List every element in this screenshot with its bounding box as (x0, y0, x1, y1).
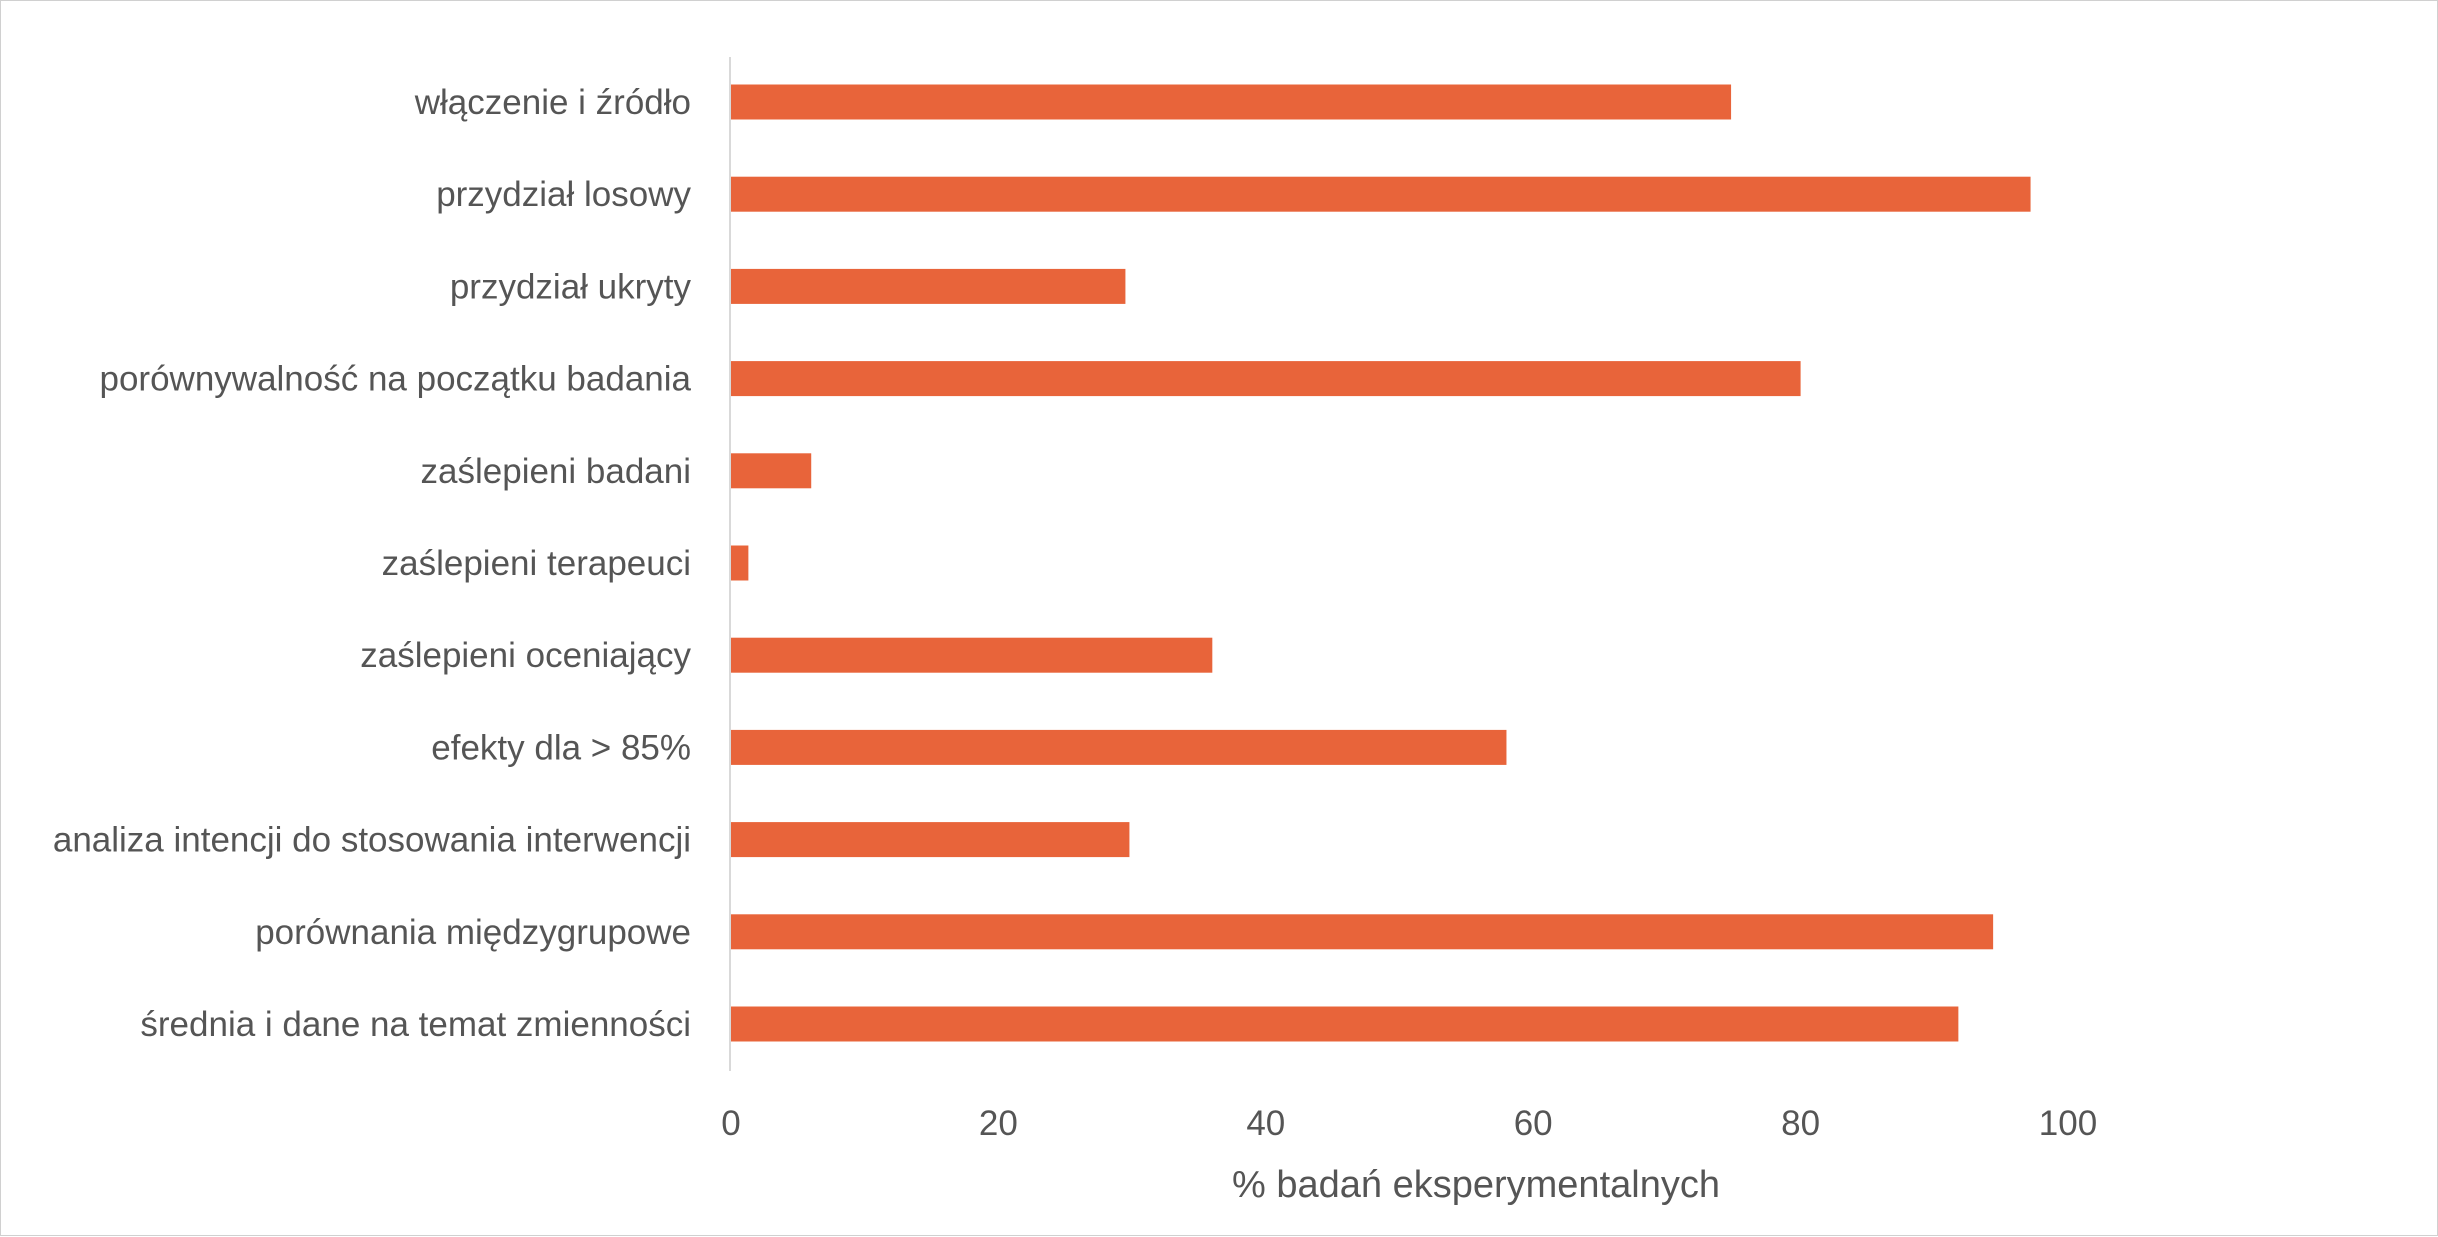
bar (731, 176, 2031, 212)
category-label: efekty dla > 85% (431, 728, 691, 767)
x-tick-label: 60 (1514, 1104, 1553, 1143)
x-tick-label: 20 (979, 1104, 1018, 1143)
bar (731, 1006, 1959, 1042)
bar (731, 361, 1801, 397)
category-label: włączenie i źródło (414, 83, 691, 122)
bar (731, 453, 812, 489)
bar (731, 637, 1213, 673)
bar (731, 729, 1507, 765)
category-label: przydział ukryty (450, 267, 692, 306)
bars-group (731, 84, 2031, 1042)
category-label: średnia i dane na temat zmienności (140, 1005, 691, 1044)
category-label: porównania międzygrupowe (255, 913, 691, 952)
category-label: zaślepieni badani (421, 452, 691, 491)
category-labels: włączenie i źródło przydział losowy przydz… (53, 83, 692, 1044)
bar (731, 268, 1126, 304)
category-label: porównywalność na początku badania (100, 360, 692, 399)
x-axis-title: % badań eksperymentalnych (1232, 1164, 1720, 1206)
x-tick-label: 100 (2039, 1104, 2097, 1143)
x-tick-labels: 0 20 40 60 80 100 (721, 1104, 2097, 1143)
x-tick-label: 80 (1781, 1104, 1820, 1143)
bar (731, 914, 1994, 950)
category-label: analiza intencji do stosowania interwenc… (53, 821, 691, 860)
x-tick-label: 0 (721, 1104, 740, 1143)
bar (731, 84, 1732, 120)
bar (731, 822, 1130, 858)
category-label: zaślepieni terapeuci (382, 544, 691, 583)
x-tick-label: 40 (1246, 1104, 1285, 1143)
category-label: zaślepieni oceniający (360, 636, 691, 675)
category-label: przydział losowy (436, 175, 691, 214)
bar (731, 545, 749, 581)
